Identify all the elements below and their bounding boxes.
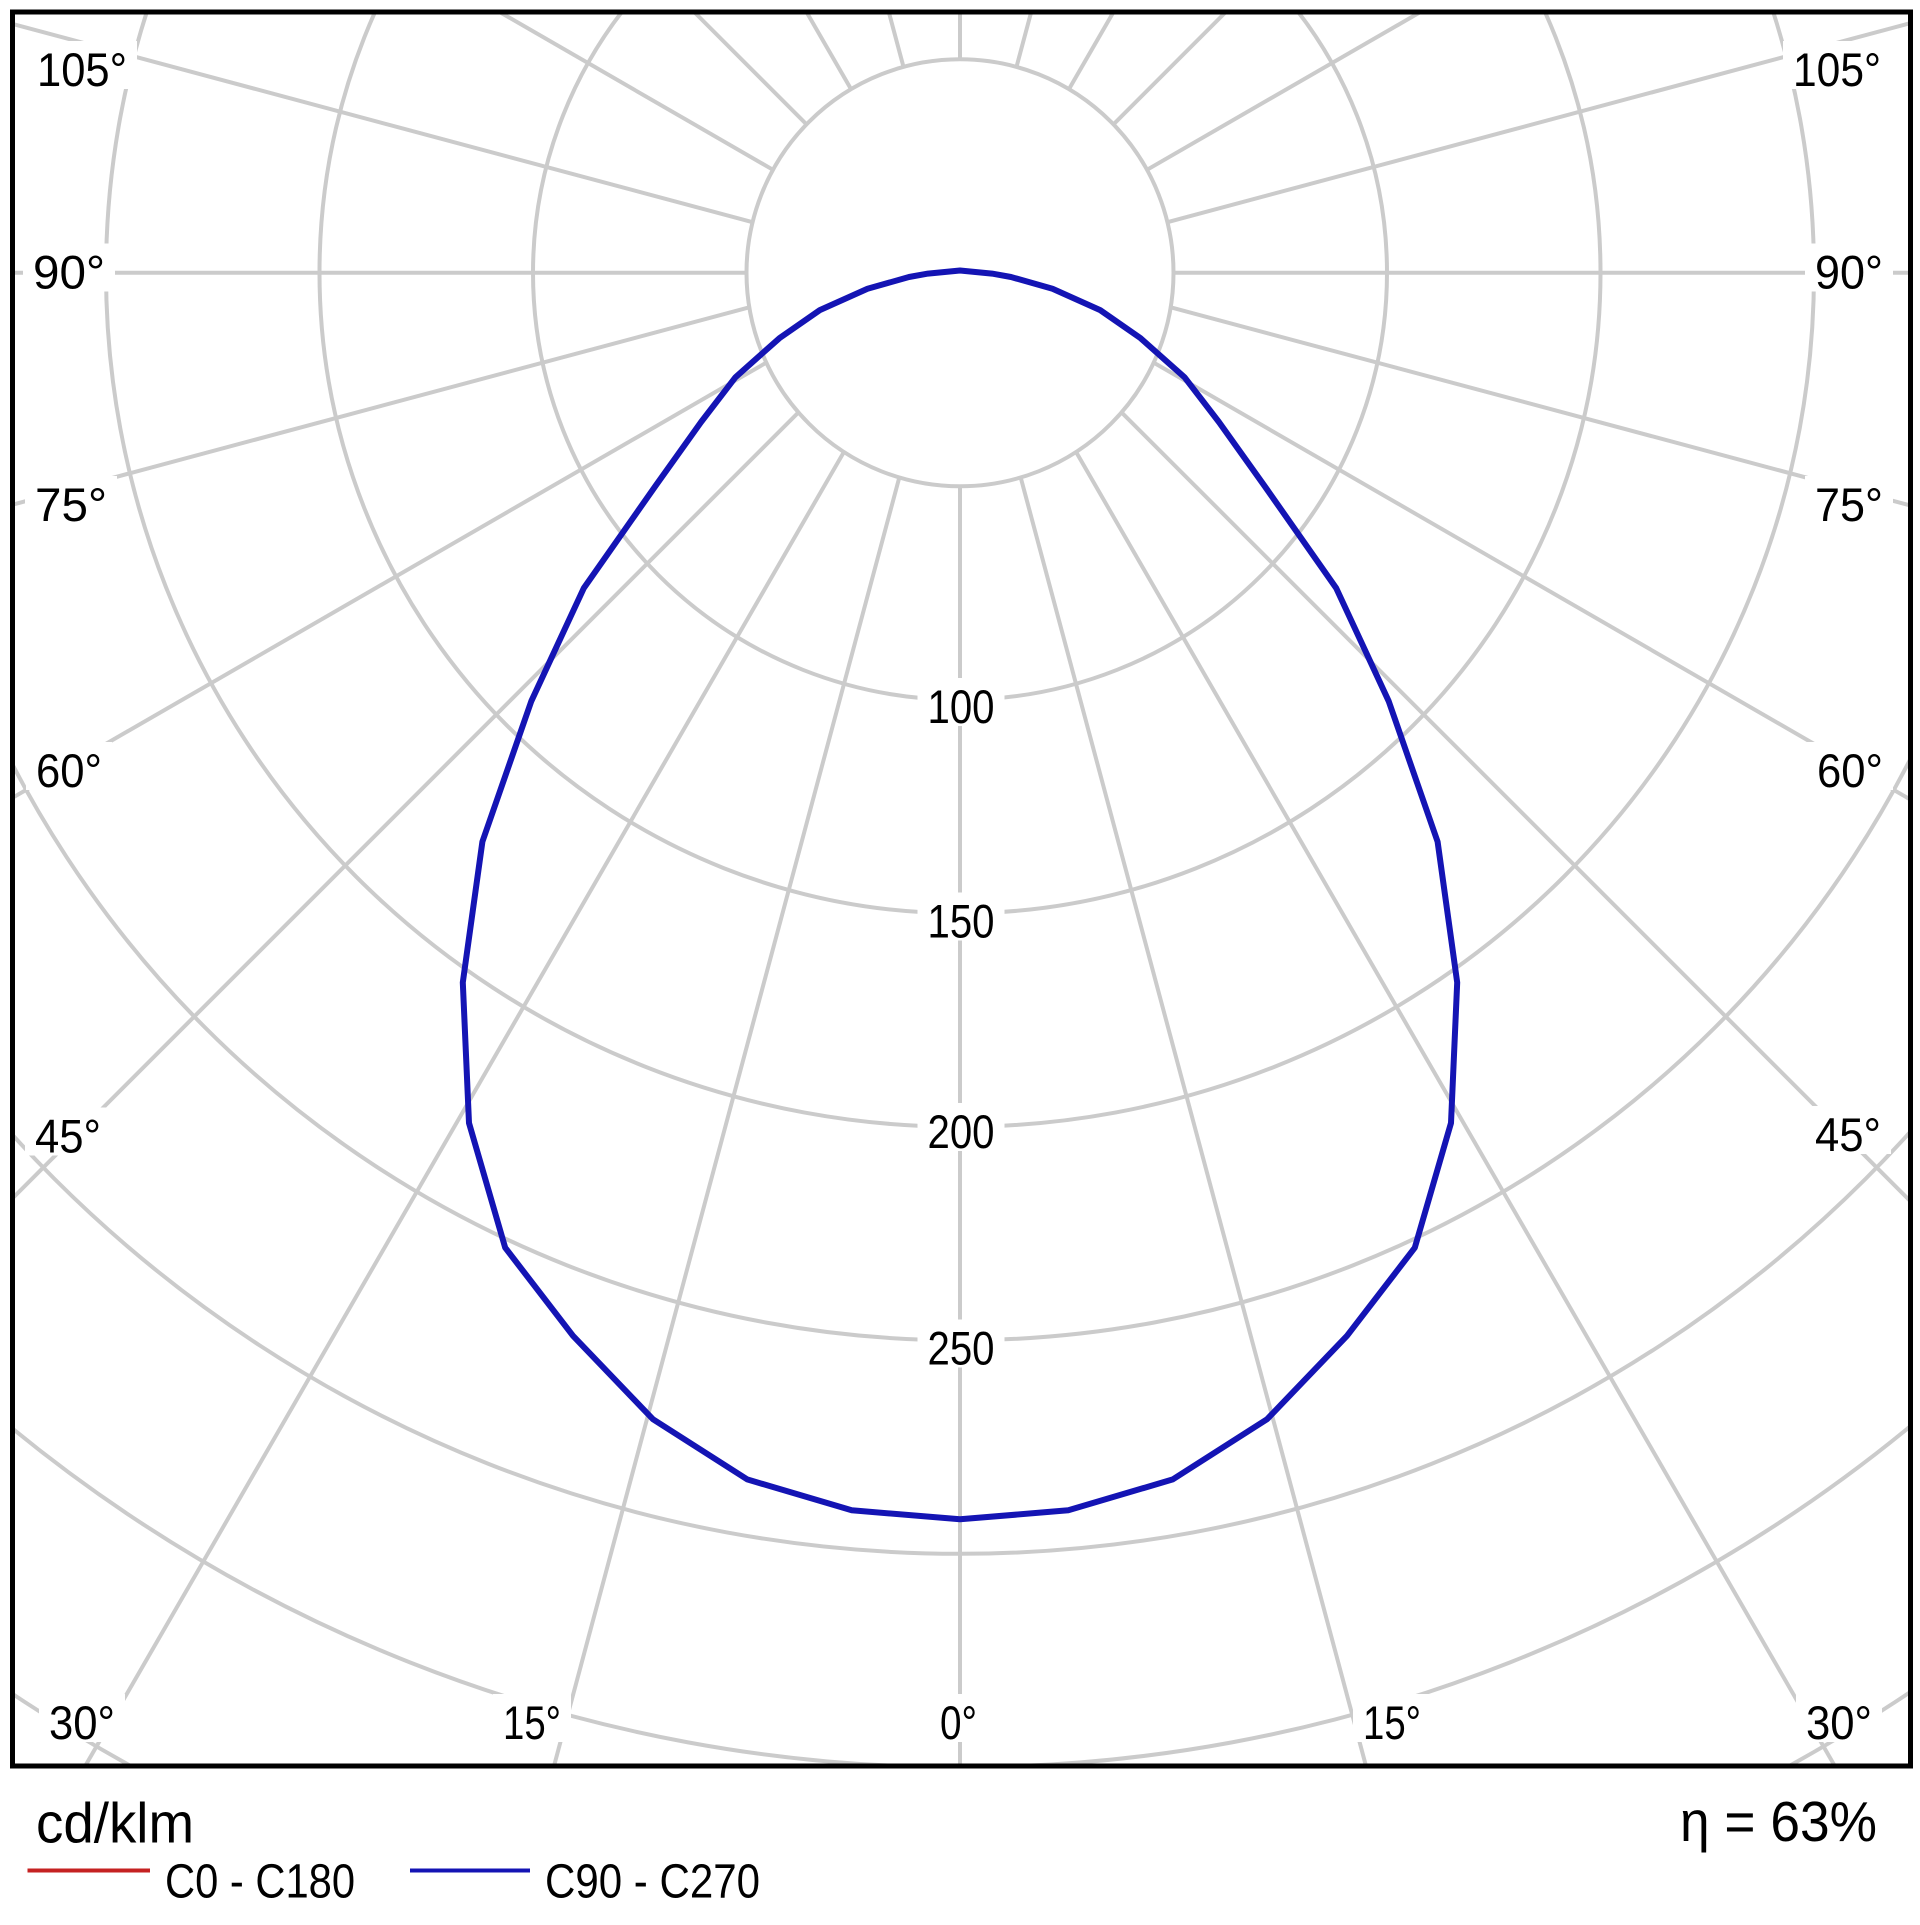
svg-text:90°: 90° (1815, 246, 1883, 299)
svg-text:30°: 30° (49, 1696, 115, 1749)
svg-text:30°: 30° (1806, 1696, 1872, 1749)
svg-text:60°: 60° (36, 744, 102, 797)
svg-text:η = 63%: η = 63% (1680, 1790, 1877, 1854)
svg-text:90°: 90° (33, 246, 105, 299)
svg-text:cd/klm: cd/klm (36, 1792, 194, 1856)
svg-text:C90 - C270: C90 - C270 (545, 1856, 760, 1909)
svg-text:C0 - C180: C0 - C180 (165, 1856, 355, 1909)
svg-text:15°: 15° (1363, 1696, 1421, 1749)
svg-text:45°: 45° (35, 1110, 101, 1163)
svg-text:250: 250 (928, 1322, 995, 1375)
svg-text:100: 100 (928, 680, 995, 733)
svg-text:105°: 105° (1793, 43, 1881, 96)
svg-text:60°: 60° (1817, 744, 1883, 797)
svg-text:45°: 45° (1815, 1108, 1881, 1161)
svg-text:200: 200 (928, 1105, 995, 1158)
svg-text:0°: 0° (940, 1696, 977, 1749)
svg-text:75°: 75° (35, 478, 107, 531)
svg-text:105°: 105° (37, 43, 127, 96)
svg-text:15°: 15° (503, 1696, 561, 1749)
svg-text:150: 150 (928, 895, 995, 948)
svg-text:75°: 75° (1815, 478, 1883, 531)
